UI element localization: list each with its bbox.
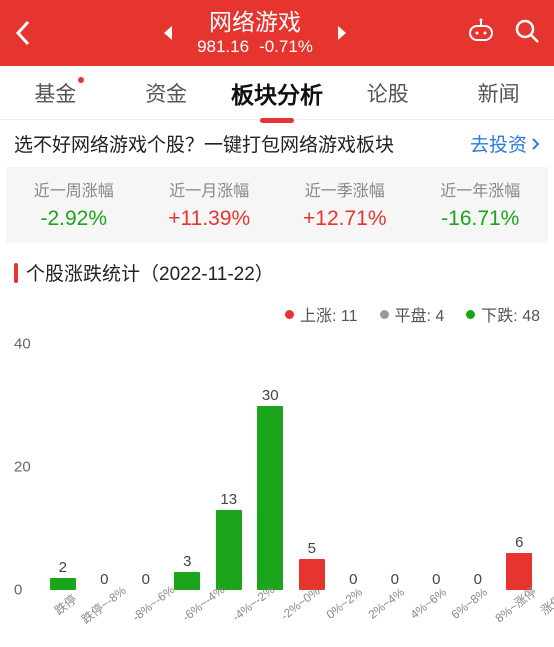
bar-value-label: 30: [262, 387, 279, 404]
stat-item: 近一周涨幅 -2.92%: [6, 177, 142, 231]
stat-item: 近一季涨幅 +12.71%: [277, 177, 413, 231]
section-title-text: 个股涨跌统计（2022-11-22）: [26, 259, 274, 286]
tab-资金[interactable]: 资金: [111, 78, 222, 108]
promo-text: 选不好网络游戏个股？一键打包网络游戏板块: [14, 130, 394, 157]
bar-slot: 3: [167, 344, 209, 590]
tab-bar: 基金资金板块分析论股新闻: [0, 66, 554, 120]
robot-icon[interactable]: [466, 18, 496, 49]
legend-dot-up: [285, 310, 294, 319]
bar-chart: 20031330500006 跌停跌停~-8%-8%~-6%-6%~-4%-4%…: [14, 334, 540, 634]
legend-flat-text: 平盘: 4: [395, 302, 445, 326]
section-title: 个股涨跌统计（2022-11-22）: [0, 243, 554, 294]
stat-label: 近一季涨幅: [277, 177, 413, 201]
stat-label: 近一月涨幅: [142, 177, 278, 201]
legend-down: 下跌: 48: [466, 302, 540, 326]
bar-value-label: 2: [59, 559, 67, 576]
bar-slot: 0: [374, 344, 416, 590]
bar-value-label: 5: [308, 540, 316, 557]
bar-slot: 0: [125, 344, 167, 590]
y-axis-label: 20: [14, 459, 31, 476]
header-center: 网络游戏 981.16 -0.71%: [44, 9, 466, 57]
chart-bars: 20031330500006: [42, 344, 540, 590]
next-arrow-icon[interactable]: [331, 24, 353, 42]
index-change: -0.71%: [259, 37, 313, 57]
legend-flat: 平盘: 4: [380, 302, 445, 326]
bar-slot: 0: [457, 344, 499, 590]
chart-plot: 20031330500006: [42, 344, 540, 590]
bar-value-label: 6: [515, 534, 523, 551]
legend-dot-down: [466, 310, 475, 319]
bar-slot: 0: [416, 344, 458, 590]
bar-slot: 5: [291, 344, 333, 590]
header-title-block: 网络游戏 981.16 -0.71%: [197, 9, 313, 57]
bar-slot: 2: [42, 344, 84, 590]
tab-论股[interactable]: 论股: [332, 78, 443, 108]
index-value: 981.16: [197, 37, 249, 57]
bar-slot: 6: [499, 344, 541, 590]
app-header: 网络游戏 981.16 -0.71%: [0, 0, 554, 66]
legend-up: 上涨: 11: [285, 302, 358, 326]
chart-legend: 上涨: 11 平盘: 4 下跌: 48: [14, 302, 540, 326]
stat-label: 近一年涨幅: [413, 177, 549, 201]
bar: [257, 406, 283, 591]
legend-dot-flat: [380, 310, 389, 319]
promo-link[interactable]: 去投资: [470, 130, 540, 157]
bar: [216, 510, 242, 590]
stat-value: -16.71%: [413, 207, 549, 231]
promo-link-label: 去投资: [470, 130, 527, 157]
search-icon[interactable]: [514, 18, 540, 49]
section-accent-bar: [14, 263, 18, 283]
chart-x-labels: 跌停跌停~-8%-8%~-6%-6%~-4%-4%~-2%-2%~0%0%~2%…: [42, 590, 540, 634]
y-axis-label: 40: [14, 336, 31, 353]
promo-banner: 选不好网络游戏个股？一键打包网络游戏板块 去投资: [0, 120, 554, 167]
bar-slot: 0: [333, 344, 375, 590]
stat-value: -2.92%: [6, 207, 142, 231]
stat-item: 近一年涨幅 -16.71%: [413, 177, 549, 231]
back-button[interactable]: [14, 19, 44, 47]
bar-value-label: 3: [183, 553, 191, 570]
stat-value: +12.71%: [277, 207, 413, 231]
bar-slot: 30: [250, 344, 292, 590]
bar-slot: 0: [84, 344, 126, 590]
stat-label: 近一周涨幅: [6, 177, 142, 201]
prev-arrow-icon[interactable]: [157, 24, 179, 42]
stat-item: 近一月涨幅 +11.39%: [142, 177, 278, 231]
badge-dot: [78, 77, 84, 83]
period-stats: 近一周涨幅 -2.92%近一月涨幅 +11.39% 近一季涨幅 +12.71%近一年涨幅…: [6, 167, 548, 243]
bar-value-label: 13: [220, 491, 237, 508]
stat-value: +11.39%: [142, 207, 278, 231]
bar-slot: 13: [208, 344, 250, 590]
legend-down-text: 下跌: 48: [481, 302, 540, 326]
y-axis-label: 0: [14, 582, 22, 599]
tab-板块分析[interactable]: 板块分析: [222, 76, 333, 110]
chart-area: 上涨: 11 平盘: 4 下跌: 48 20031330500006 跌停跌停~…: [0, 294, 554, 634]
tab-基金[interactable]: 基金: [0, 78, 111, 108]
page-title: 网络游戏: [197, 9, 313, 37]
tab-新闻[interactable]: 新闻: [443, 78, 554, 108]
legend-up-text: 上涨: 11: [300, 302, 358, 326]
